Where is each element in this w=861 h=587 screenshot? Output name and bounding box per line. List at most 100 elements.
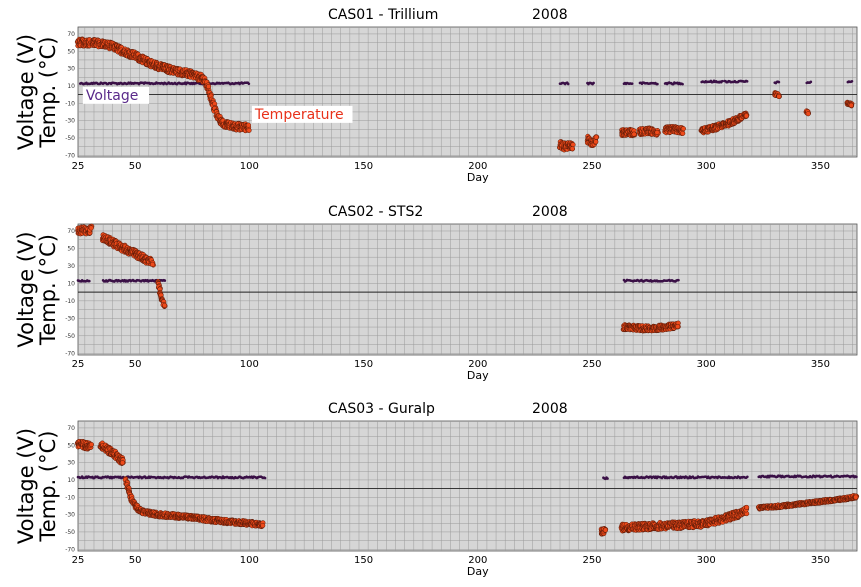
temperature-point <box>593 139 599 145</box>
x-tick-label: 50 <box>129 161 142 172</box>
x-tick-label: 25 <box>72 161 85 172</box>
temperature-point <box>744 504 750 510</box>
temperature-point <box>805 111 811 117</box>
voltage-point <box>677 278 680 282</box>
temperature-point <box>119 460 126 466</box>
temperature-point <box>149 261 156 267</box>
y-tick-label: -10 <box>65 298 75 305</box>
y-tick-label: -50 <box>65 135 75 142</box>
plot-area <box>77 223 858 356</box>
x-tick-label: 350 <box>811 359 830 370</box>
x-tick-label: 200 <box>468 161 487 172</box>
x-tick-label: 50 <box>129 555 142 566</box>
y-tick-label: 70 <box>67 228 75 235</box>
temperature-point <box>743 113 749 119</box>
temperature-point <box>631 131 637 137</box>
y-tick-label: -70 <box>65 546 75 553</box>
voltage-point <box>720 79 724 83</box>
y-tick-label: -50 <box>65 333 75 340</box>
temperature-point <box>593 134 599 140</box>
y-axis-label-voltage: Voltage (V) <box>14 428 38 544</box>
y-tick-label: 70 <box>67 425 75 432</box>
chart-year: 2008 <box>532 7 568 23</box>
chart-title: CAS03 - Guralp <box>328 401 435 417</box>
voltage-point <box>630 82 634 85</box>
temperature-point <box>602 527 609 533</box>
annotation-temperature: Temperature <box>254 107 344 123</box>
y-tick-label: -10 <box>65 494 75 501</box>
temperature-point <box>206 84 212 90</box>
y-axis-label-voltage: Voltage (V) <box>14 34 38 150</box>
voltage-point <box>247 82 251 86</box>
x-axis-label: Day <box>467 369 489 382</box>
temperature-point <box>260 522 266 529</box>
temperature-point <box>776 93 782 99</box>
temperature-point <box>162 302 168 308</box>
voltage-point <box>606 477 609 480</box>
y-tick-label: 10 <box>67 280 75 287</box>
y-tick-label: 10 <box>67 83 75 90</box>
chart-title: CAS02 - STS2 <box>328 204 423 220</box>
temperature-point <box>675 323 681 330</box>
plot-area <box>77 26 858 158</box>
y-tick-label: 30 <box>67 66 75 73</box>
y-tick-label: -50 <box>65 529 75 536</box>
x-axis-label: Day <box>467 171 489 184</box>
voltage-point <box>681 82 684 86</box>
voltage-point <box>809 80 813 84</box>
voltage-point <box>656 82 659 86</box>
voltage-point <box>163 279 167 282</box>
x-tick-label: 250 <box>582 555 601 566</box>
y-tick-label: 70 <box>67 31 75 38</box>
y-tick-label: 50 <box>67 48 75 55</box>
y-tick-label: -30 <box>65 315 75 322</box>
panel-1: CAS01 - Trillium 2008 Voltage (V)Temp. (°C… <box>14 7 858 184</box>
voltage-point <box>566 82 570 86</box>
y-tick-label: 10 <box>67 477 75 484</box>
temperature-point <box>654 129 660 135</box>
x-tick-label: 100 <box>240 555 259 566</box>
temperature-point <box>680 130 686 136</box>
voltage-point <box>88 279 91 283</box>
y-tick-label: 30 <box>67 460 75 467</box>
x-tick-label: 100 <box>240 359 259 370</box>
y-tick-label: -30 <box>65 512 75 519</box>
chart-year: 2008 <box>532 401 568 417</box>
x-tick-label: 350 <box>811 555 830 566</box>
temperature-point <box>245 122 251 128</box>
x-tick-label: 25 <box>72 359 85 370</box>
temperature-point <box>88 441 94 448</box>
x-tick-label: 250 <box>582 161 601 172</box>
y-axis-label-temp: Temp. (°C) <box>36 234 60 346</box>
x-tick-label: 300 <box>697 555 716 566</box>
x-tick-label: 350 <box>811 161 830 172</box>
x-tick-label: 150 <box>354 555 373 566</box>
x-tick-label: 150 <box>354 161 373 172</box>
y-axis-label-voltage: Voltage (V) <box>14 231 38 347</box>
plot-area <box>77 420 858 552</box>
voltage-point <box>263 476 267 480</box>
voltage-point <box>746 475 749 479</box>
y-tick-label: -30 <box>65 118 75 125</box>
y-axis-label-temp: Temp. (°C) <box>36 37 60 149</box>
voltage-point <box>592 81 595 85</box>
y-tick-label: 30 <box>67 263 75 270</box>
chart-title: CAS01 - Trillium <box>328 7 438 23</box>
temperature-point <box>848 102 854 108</box>
temperature-point <box>569 146 575 152</box>
temperature-point <box>680 126 686 132</box>
x-tick-label: 300 <box>697 161 716 172</box>
x-axis-label: Day <box>467 565 489 578</box>
temperature-point <box>246 127 252 133</box>
x-tick-label: 150 <box>354 359 373 370</box>
x-tick-label: 250 <box>582 359 601 370</box>
y-tick-label: 50 <box>67 245 75 252</box>
voltage-point <box>777 80 781 84</box>
temperature-point <box>88 225 94 231</box>
y-tick-label: 50 <box>67 442 75 449</box>
voltage-point <box>855 475 858 479</box>
x-tick-label: 25 <box>72 555 85 566</box>
